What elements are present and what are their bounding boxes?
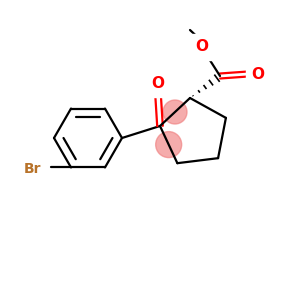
Text: O: O xyxy=(196,39,208,54)
Circle shape xyxy=(156,132,182,158)
Circle shape xyxy=(163,100,187,124)
Text: Br: Br xyxy=(23,162,41,176)
Text: O: O xyxy=(152,76,164,91)
Text: O: O xyxy=(251,67,265,82)
